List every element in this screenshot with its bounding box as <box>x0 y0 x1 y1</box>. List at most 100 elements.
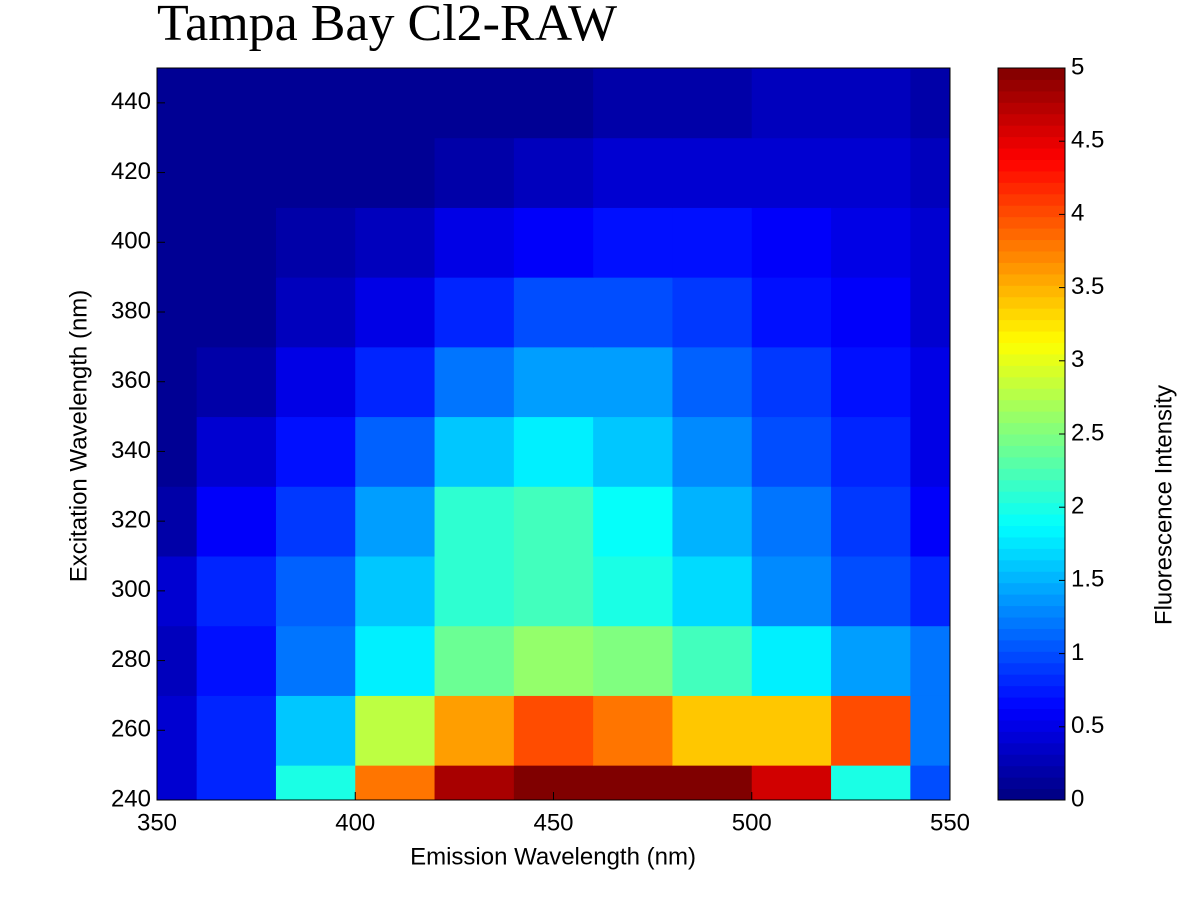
colorbar-swatch <box>998 182 1065 195</box>
y-tick-label: 440 <box>111 88 151 115</box>
contour-cell <box>910 625 951 696</box>
colorbar-swatch <box>998 536 1065 549</box>
colorbar-tick-label: 2 <box>1071 493 1084 520</box>
contour-cell <box>275 625 356 696</box>
colorbar-swatch <box>998 205 1065 218</box>
x-tick-label: 500 <box>732 809 772 836</box>
colorbar-swatch <box>998 479 1065 492</box>
colorbar-tick-label: 1 <box>1071 639 1084 666</box>
contour-cell <box>593 277 673 348</box>
colorbar-swatch <box>998 617 1065 629</box>
contour-cell <box>275 207 356 278</box>
y-tick-label: 280 <box>111 646 151 673</box>
colorbar-swatch <box>998 68 1065 80</box>
contour-cell <box>196 207 277 278</box>
contour-cell <box>196 625 277 696</box>
contour-cell <box>513 556 594 627</box>
colorbar-swatch <box>998 331 1065 343</box>
colorbar-swatch <box>998 559 1065 572</box>
colorbar-swatch <box>998 388 1065 401</box>
contour-cell <box>593 625 673 696</box>
y-tick-label: 260 <box>111 716 151 743</box>
colorbar-swatch <box>998 605 1065 618</box>
contour-cell <box>672 68 753 139</box>
colorbar-swatch <box>998 468 1065 481</box>
contour-cell <box>672 765 753 801</box>
contour-cell <box>831 556 911 627</box>
contour-cell <box>355 625 436 696</box>
colorbar-swatch <box>998 777 1065 790</box>
contour-cell <box>751 68 832 139</box>
colorbar-swatch <box>998 102 1065 115</box>
colorbar-swatch <box>998 193 1065 206</box>
colorbar-swatch <box>998 548 1065 561</box>
y-tick-label: 320 <box>111 506 151 533</box>
contour-cell <box>831 695 911 766</box>
contour-cell <box>593 765 673 801</box>
y-tick-label: 420 <box>111 158 151 185</box>
contour-cell <box>434 486 515 557</box>
colorbar-swatch <box>998 754 1065 767</box>
contour-cell <box>751 207 832 278</box>
contour-cell <box>593 416 673 487</box>
contour-cell <box>672 486 753 557</box>
contour-cell <box>831 486 911 557</box>
y-tick-label: 360 <box>111 367 151 394</box>
colorbar-swatch <box>998 399 1065 412</box>
contour-cell <box>672 207 753 278</box>
colorbar-swatch <box>998 445 1065 458</box>
contour-cell <box>355 556 436 627</box>
contour-cell <box>513 277 594 348</box>
contour-cell <box>910 695 951 766</box>
contour-cell <box>434 137 515 208</box>
contour-cell <box>831 277 911 348</box>
contour-cell <box>751 137 832 208</box>
contour-cell <box>910 556 951 627</box>
colorbar-swatch <box>998 662 1065 675</box>
y-tick-label: 240 <box>111 785 151 812</box>
contour-cell <box>593 556 673 627</box>
colorbar-label: Fluorescence Intensity <box>1150 385 1177 625</box>
contour-cell <box>751 625 832 696</box>
contour-cell <box>355 68 436 139</box>
contour-cell <box>434 695 515 766</box>
contour-cell <box>751 277 832 348</box>
contour-cell <box>434 416 515 487</box>
colorbar-swatch <box>998 319 1065 332</box>
colorbar-swatch <box>998 651 1065 664</box>
colorbar-swatch <box>998 502 1065 515</box>
contour-cell <box>751 346 832 418</box>
contour-cell <box>672 625 753 696</box>
colorbar-swatch <box>998 90 1065 103</box>
contour-cell <box>196 416 277 487</box>
contour-cell <box>355 765 436 801</box>
colorbar-swatch <box>998 788 1065 801</box>
contour-cell <box>593 486 673 557</box>
colorbar-tick-label: 1.5 <box>1071 566 1104 593</box>
contour-cell <box>513 625 594 696</box>
contour-cell <box>513 137 594 208</box>
contour-cell <box>831 416 911 487</box>
contour-cell <box>355 416 436 487</box>
contour-cell <box>434 207 515 278</box>
contour-cell <box>434 277 515 348</box>
contour-cell <box>275 765 356 801</box>
contour-cell <box>513 416 594 487</box>
y-tick-label: 380 <box>111 297 151 324</box>
colorbar-swatch <box>998 228 1065 241</box>
contour-cell <box>434 346 515 418</box>
colorbar-swatch <box>998 113 1065 126</box>
y-tick-label: 340 <box>111 437 151 464</box>
contour-cell <box>196 556 277 627</box>
contour-cell <box>910 207 951 278</box>
colorbar-swatch <box>998 491 1065 504</box>
colorbar-swatch <box>998 525 1065 538</box>
contour-cell <box>831 137 911 208</box>
y-tick-label: 400 <box>111 228 151 255</box>
contour-cell <box>196 346 277 418</box>
contour-cell <box>751 556 832 627</box>
colorbar-swatch <box>998 594 1065 607</box>
colorbar-tick-label: 2.5 <box>1071 419 1104 446</box>
colorbar-swatch <box>998 365 1065 378</box>
contour-cell <box>275 68 356 139</box>
